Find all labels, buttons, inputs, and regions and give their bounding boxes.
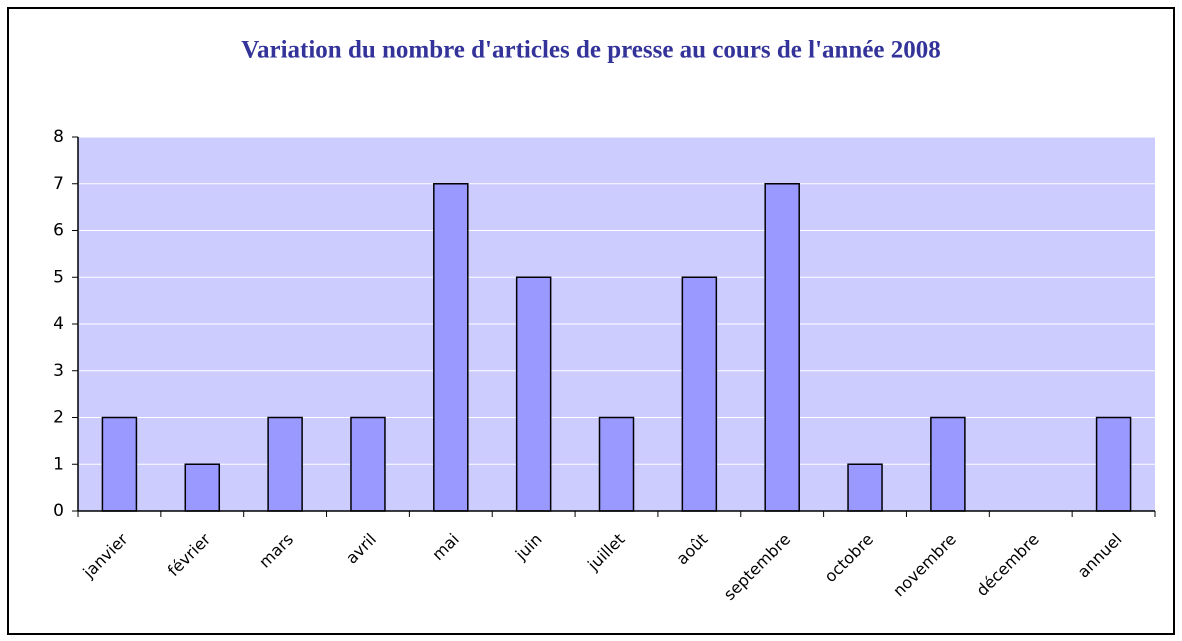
y-tick-label: 2 [53, 408, 64, 428]
bar [184, 463, 221, 512]
y-tick-label: 7 [53, 174, 64, 194]
bar [267, 416, 303, 512]
bar [433, 183, 469, 512]
bar [764, 183, 800, 512]
y-tick-label: 6 [53, 221, 64, 241]
y-tick-label: 8 [53, 127, 64, 147]
chart-title: Variation du nombre d'articles de presse… [241, 37, 941, 64]
y-tick-label: 1 [53, 454, 64, 474]
y-tick-label: 5 [53, 267, 64, 287]
y-tick-label: 3 [53, 361, 64, 381]
y-tick-label: 4 [53, 314, 64, 334]
bar [598, 416, 635, 512]
bar [930, 416, 966, 512]
bar [350, 416, 386, 512]
y-tick-label: 0 [53, 501, 64, 521]
bar [681, 276, 718, 512]
bar [515, 276, 552, 512]
bar [1095, 416, 1132, 512]
bar [101, 416, 138, 512]
bar [847, 463, 883, 512]
